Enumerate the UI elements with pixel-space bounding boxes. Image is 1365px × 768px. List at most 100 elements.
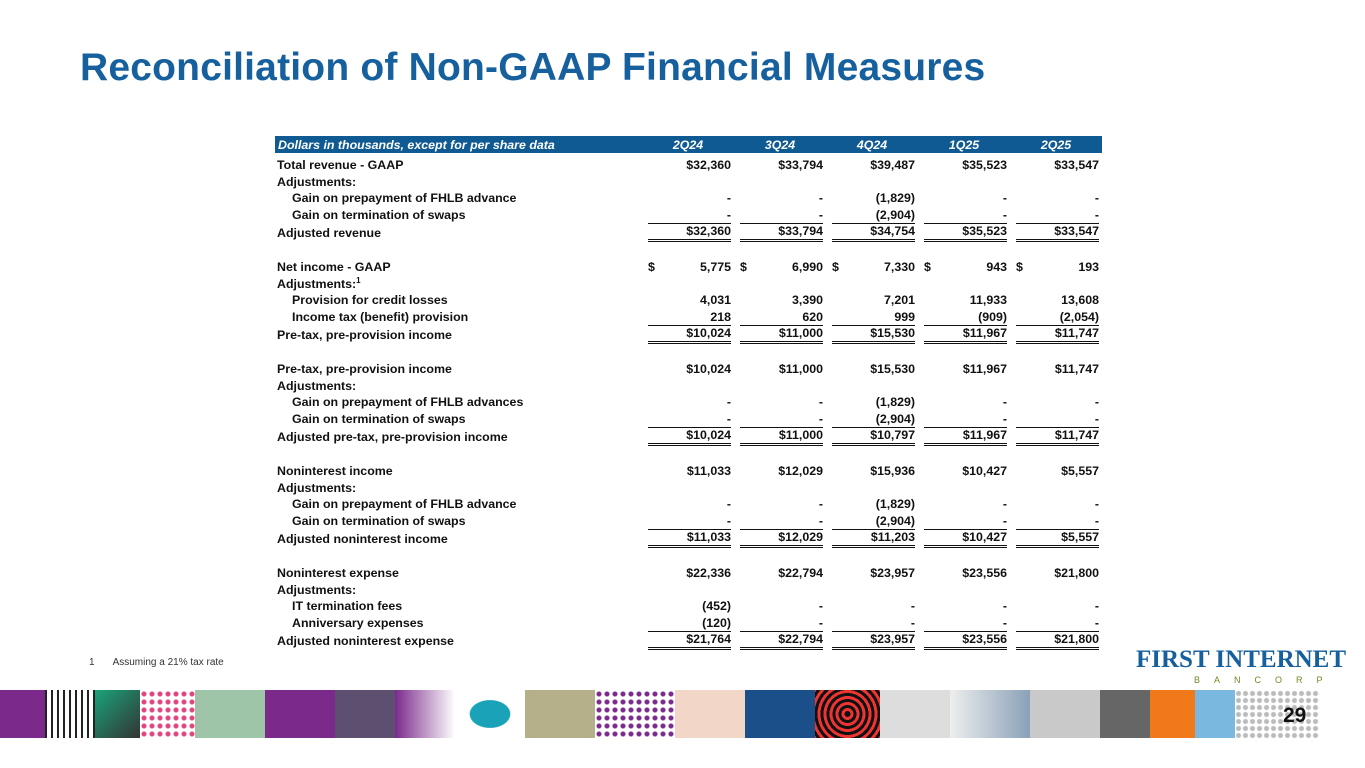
- cell-wrapper: (1,829)​: [832, 395, 915, 409]
- cell-wrapper: -​: [740, 412, 823, 426]
- table-row: Adjustments: ​ ​ ​ ​ ​: [275, 378, 1102, 395]
- table-row: Adjusted revenue $32,360​ $33,794​ $34,754​…: [275, 223, 1102, 243]
- cell-wrapper: $39,487​: [832, 158, 915, 172]
- cell-value: 218: [710, 310, 731, 325]
- header-label: Dollars in thousands, except for per sha…: [275, 136, 642, 153]
- currency-symbol: $: [832, 260, 839, 275]
- value-cell: -​: [734, 496, 826, 513]
- row-label-text: Gain on prepayment of FHLB advance: [292, 497, 517, 512]
- cell-wrapper: ​: [832, 481, 915, 495]
- value-cell: $11,203​: [826, 529, 918, 549]
- company-logo: FIRST INTERNET BANCORP: [1136, 646, 1346, 686]
- value-cell: -​: [826, 598, 918, 615]
- cell-wrapper: $21,800​: [1016, 631, 1099, 651]
- cell-wrapper: ​: [648, 448, 731, 462]
- table-row: Pre-tax, pre-provision income $10,024​ $11…: [275, 361, 1102, 378]
- value-cell: (1,829)​: [826, 496, 918, 513]
- table-row: Noninterest income $11,033​ $12,029​ $15,93…: [275, 463, 1102, 480]
- cell-wrapper: ​: [1016, 379, 1099, 393]
- value-cell: $11,967​: [918, 427, 1010, 447]
- table-row: Pre-tax, pre-provision income $10,024​ $11…: [275, 325, 1102, 345]
- value-cell: ​: [734, 344, 826, 361]
- value-cell: $11,747​: [1010, 427, 1102, 447]
- value-cell: ​: [918, 581, 1010, 598]
- cell-value: $23,556: [962, 632, 1007, 647]
- cell-wrapper: -​: [740, 616, 823, 630]
- row-label: Pre-tax, pre-provision income: [275, 325, 642, 344]
- cell-value: $11,000: [778, 362, 823, 377]
- value-cell: (452)​: [642, 598, 734, 615]
- value-cell: $23,556​: [918, 631, 1010, 651]
- value-cell: $32,360​: [642, 223, 734, 243]
- table-row: IT termination fees (452)​ -​ -​ -​ -​: [275, 598, 1102, 615]
- table-row: Gain on termination of swaps -​ -​ (2,904)​…: [275, 513, 1102, 530]
- cell-wrapper: -​: [924, 208, 1007, 222]
- value-cell: ​: [734, 276, 826, 293]
- cell-wrapper: $22,794​: [740, 631, 823, 651]
- row-label-text: Adjustments:: [277, 277, 357, 292]
- cell-value: $35,523: [962, 158, 1007, 173]
- cell-wrapper: $5,775​: [648, 260, 731, 274]
- column-header: 4Q24: [826, 136, 918, 153]
- cell-wrapper: -​: [924, 395, 1007, 409]
- value-cell: $15,530​: [826, 325, 918, 345]
- cell-wrapper: -​: [740, 395, 823, 409]
- cell-value: $33,794: [778, 224, 823, 239]
- value-cell: $23,556​: [918, 565, 1010, 582]
- cell-wrapper: $11,747​: [1016, 325, 1099, 345]
- value-cell: $35,523​: [918, 153, 1010, 174]
- cell-value: $15,936: [870, 464, 915, 479]
- row-label: IT termination fees: [275, 598, 642, 615]
- cell-wrapper: ​: [648, 277, 731, 291]
- value-cell: ​: [826, 548, 918, 565]
- cell-value: $33,794: [778, 158, 823, 173]
- cell-wrapper: ​: [924, 448, 1007, 462]
- value-cell: $5,557​: [1010, 463, 1102, 480]
- value-cell: $10,024​: [642, 325, 734, 345]
- cell-wrapper: ​: [924, 277, 1007, 291]
- cell-wrapper: ​: [832, 277, 915, 291]
- row-label: Adjusted pre-tax, pre-provision income: [275, 427, 642, 446]
- value-cell: $11,000​: [734, 361, 826, 378]
- cell-wrapper: $34,754​: [832, 223, 915, 243]
- cell-wrapper: ​: [924, 481, 1007, 495]
- cell-wrapper: -​: [1016, 616, 1099, 630]
- value-cell: ​: [734, 548, 826, 565]
- cell-value: $23,556: [962, 566, 1007, 581]
- cell-wrapper: ​: [832, 244, 915, 258]
- cell-wrapper: ​: [648, 550, 731, 564]
- value-cell: $23,957​: [826, 631, 918, 651]
- row-label: Income tax (benefit) provision: [275, 309, 642, 326]
- cell-wrapper: $943​: [924, 260, 1007, 274]
- table-row: Adjustments: ​ ​ ​ ​ ​: [275, 581, 1102, 598]
- cell-value: 4,031: [699, 293, 731, 308]
- row-label-text: Pre-tax, pre-provision income: [277, 362, 452, 377]
- column-header: 3Q24: [734, 136, 826, 153]
- cell-value: -: [818, 208, 823, 223]
- cell-wrapper: -​: [648, 497, 731, 511]
- value-cell: $11,000​: [734, 427, 826, 447]
- cell-value: $11,747: [1054, 428, 1099, 443]
- cell-wrapper: $11,747​: [1016, 427, 1099, 447]
- value-cell: $11,967​: [918, 361, 1010, 378]
- cell-wrapper: 999​: [832, 310, 915, 324]
- cell-wrapper: -​: [740, 514, 823, 528]
- cell-value: (1,829): [875, 497, 915, 512]
- value-cell: -​: [1010, 598, 1102, 615]
- cell-value: -: [1002, 513, 1007, 528]
- table-row: Adjustments:1 ​ ​ ​ ​ ​: [275, 276, 1102, 293]
- cell-value: 620: [802, 310, 823, 325]
- row-label-text: Adjustments:: [277, 174, 357, 189]
- value-cell: -​: [1010, 411, 1102, 428]
- cell-value: -: [1002, 191, 1007, 206]
- cell-wrapper: $10,024​: [648, 325, 731, 345]
- cell-wrapper: 11,933​: [924, 293, 1007, 307]
- cell-wrapper: (1,829)​: [832, 191, 915, 205]
- cell-wrapper: -​: [832, 599, 915, 613]
- cell-value: 13,608: [1061, 293, 1099, 308]
- cell-wrapper: $33,794​: [740, 223, 823, 243]
- row-label: Total revenue - GAAP: [275, 153, 642, 174]
- value-cell: $15,530​: [826, 361, 918, 378]
- value-cell: -​: [1010, 513, 1102, 530]
- value-cell: $12,029​: [734, 463, 826, 480]
